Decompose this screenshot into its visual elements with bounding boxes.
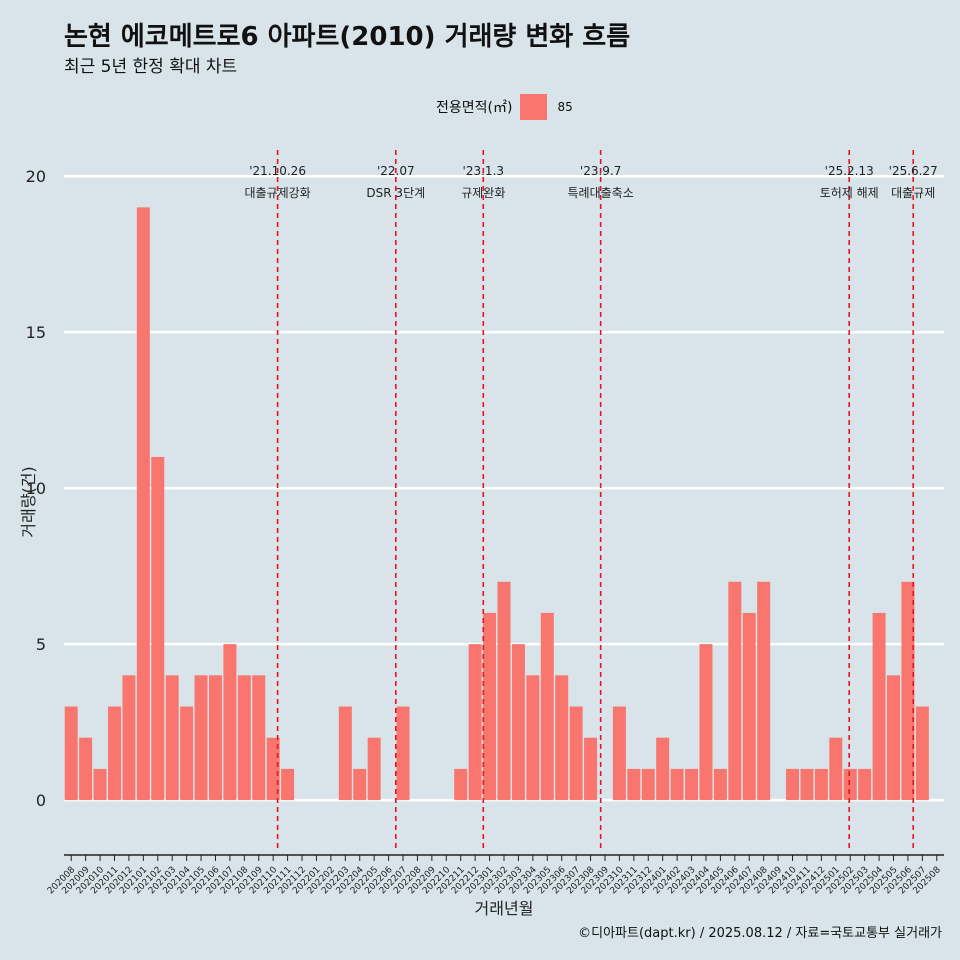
bar-202106 (208, 675, 222, 801)
bar-202505 (887, 675, 900, 801)
chart-subtitle: 최근 5년 한정 확대 차트 (64, 57, 238, 77)
bar-202301 (483, 612, 497, 801)
bar-202010 (93, 768, 107, 801)
bar-202311 (627, 768, 641, 801)
bar-202504 (872, 612, 886, 801)
bar-202507 (915, 706, 929, 801)
bar-202212 (468, 644, 482, 801)
bar-202203 (338, 706, 352, 801)
x-axis-title: 거래년월 (475, 899, 534, 918)
bar-202503 (858, 768, 872, 801)
bar-202402 (670, 768, 684, 801)
bar-202108 (237, 675, 251, 801)
bar-202012 (122, 675, 136, 801)
bar-202506 (901, 581, 915, 801)
bar-202306 (555, 675, 569, 801)
bar-202109 (252, 675, 266, 801)
bar-202408 (757, 581, 771, 801)
bar-202410 (786, 768, 800, 801)
event-date-label: '25.2.13 (825, 164, 874, 178)
bar-202008 (64, 706, 78, 801)
bar-202101 (136, 207, 150, 801)
event-name-label: 특례대출축소 (568, 186, 634, 200)
event-date-label: '25.6.27 (889, 164, 938, 178)
bar-202412 (814, 768, 828, 801)
legend-series-label: 85 (557, 100, 573, 114)
bar-202307 (569, 706, 583, 801)
bar-202310 (612, 706, 626, 801)
bar-202303 (511, 644, 525, 801)
event-name-label: DSR 3단계 (366, 186, 425, 200)
bar-202305 (540, 612, 554, 801)
bar-202103 (165, 675, 179, 801)
bar-202105 (194, 675, 208, 801)
bar-202011 (108, 706, 121, 801)
y-tick-label: 20 (26, 167, 46, 186)
event-name-label: 대출규제강화 (244, 186, 310, 200)
bar-202104 (180, 706, 194, 801)
bar-202111 (281, 768, 295, 801)
bar-202405 (713, 768, 727, 801)
bar-202404 (699, 644, 713, 801)
y-tick-label: 15 (26, 323, 46, 342)
y-tick-label: 0 (36, 791, 46, 810)
bar-202302 (497, 581, 511, 801)
y-axis-title: 거래량(건) (19, 466, 38, 537)
bar-202304 (526, 675, 540, 801)
event-date-label: '21.10.26 (249, 164, 306, 178)
bar-202107 (223, 644, 237, 801)
event-date-label: '22.07 (377, 164, 415, 178)
bar-202308 (584, 737, 598, 801)
bar-202401 (656, 737, 670, 801)
bar-202501 (829, 737, 843, 801)
legend-title: 전용면적(㎡) (436, 100, 513, 116)
bar-202205 (367, 737, 381, 801)
event-name-label: 규제완화 (461, 186, 505, 200)
bar-202211 (454, 768, 468, 801)
event-date-label: '23.1.3 (463, 164, 504, 178)
y-tick-label: 5 (36, 635, 46, 654)
bar-202407 (742, 612, 756, 801)
bar-202110 (266, 737, 280, 801)
bar-202406 (728, 581, 742, 801)
bar-202312 (641, 768, 655, 801)
event-name-label: 토허제 해제 (820, 186, 879, 200)
bar-202207 (396, 706, 410, 801)
chart-title: 논현 에코메트로6 아파트(2010) 거래량 변화 흐름 (64, 22, 631, 52)
event-name-label: 대출규제 (891, 186, 935, 200)
legend-swatch (520, 94, 548, 120)
y-tick-label: 10 (26, 479, 46, 498)
bar-202502 (843, 768, 857, 801)
bar-202403 (685, 768, 699, 801)
bar-202102 (151, 456, 165, 801)
bar-202204 (353, 768, 367, 801)
bar-202009 (79, 737, 93, 801)
event-date-label: '23.9.7 (580, 164, 621, 178)
source-caption: ©디아파트(dapt.kr) / 2025.08.12 / 자료=국토교통부 실… (578, 926, 942, 941)
legend: 전용면적(㎡) 85 (436, 94, 573, 120)
bar-202411 (800, 768, 814, 801)
